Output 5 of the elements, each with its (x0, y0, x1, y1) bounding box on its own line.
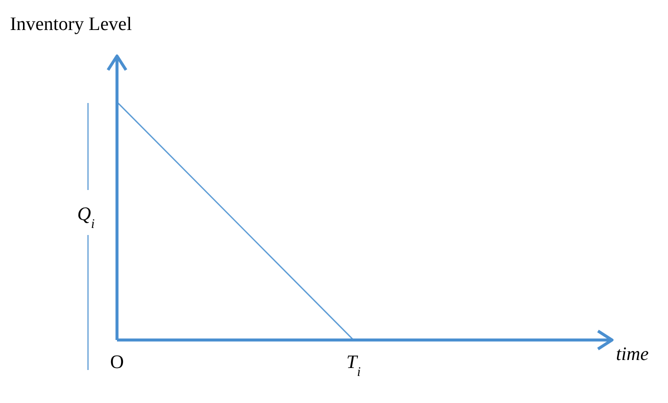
x-axis-title: time (616, 344, 649, 365)
x-tick-label: O (110, 352, 124, 373)
x-tick-label: T$_{i}$ (346, 352, 361, 378)
text: Q$_{i}$ (77, 204, 96, 230)
y-axis-title: Inventory Level (10, 14, 132, 35)
